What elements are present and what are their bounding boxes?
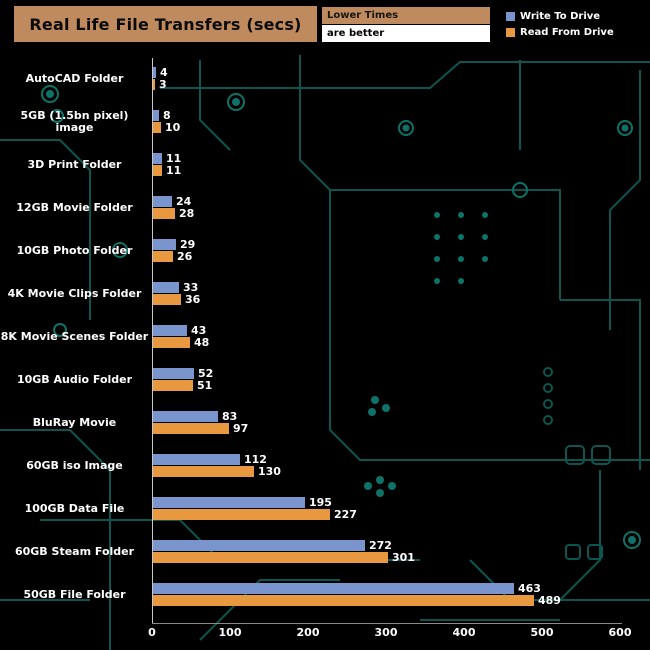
x-axis-tick-label: 0 [148, 626, 156, 639]
value-label: 48 [194, 336, 210, 349]
bar-write [153, 67, 156, 78]
bar-write [153, 368, 194, 379]
value-label: 3 [159, 78, 167, 91]
value-label: 112 [244, 453, 267, 466]
bar-write [153, 282, 179, 293]
bar-write [153, 583, 514, 594]
category-label: AutoCAD Folder [25, 72, 124, 86]
value-label: 24 [176, 195, 192, 208]
value-label: 26 [177, 250, 193, 263]
value-label: 83 [222, 410, 238, 423]
x-axis-tick-label: 600 [608, 626, 632, 639]
value-label: 11 [166, 164, 182, 177]
value-label: 52 [198, 367, 214, 380]
value-label: 51 [197, 379, 213, 392]
category-label: 100GB Data File [24, 502, 125, 516]
bar-write [153, 540, 365, 551]
value-label: 301 [392, 551, 415, 564]
bar-read [153, 466, 254, 477]
category-label: 60GB iso Image [26, 459, 123, 473]
chart-title: Real Life File Transfers (secs) [14, 6, 317, 42]
value-label: 10 [165, 121, 181, 134]
note-line2-text: are better [327, 28, 385, 39]
category-label: 10GB Audio Folder [16, 373, 133, 387]
value-label: 43 [191, 324, 207, 337]
bar-write [153, 153, 162, 164]
category-label: 4K Movie Clips Folder [7, 287, 142, 301]
bar-read [153, 294, 181, 305]
bar-write [153, 110, 159, 121]
read-series-label: Read From Drive [520, 26, 614, 38]
note-are-better: are better [322, 25, 490, 42]
x-axis-tick-label: 500 [530, 626, 554, 639]
series-legend: Write To Drive Read From Drive [506, 8, 614, 40]
write-series-swatch [506, 11, 515, 21]
bar-read [153, 165, 162, 176]
bar-write [153, 325, 187, 336]
category-label: 3D Print Folder [27, 158, 122, 172]
value-label: 11 [166, 152, 182, 165]
category-label: 12GB Movie Folder [16, 201, 133, 215]
category-label: 10GB Photo Folder [16, 244, 133, 258]
y-axis-line [152, 58, 153, 624]
value-label: 97 [233, 422, 249, 435]
bar-read [153, 380, 193, 391]
value-label: 28 [179, 207, 195, 220]
value-label: 272 [369, 539, 392, 552]
value-label: 33 [183, 281, 199, 294]
legend-row-read: Read From Drive [506, 24, 614, 40]
bar-read [153, 122, 161, 133]
bar-read [153, 423, 229, 434]
category-label: 60GB Steam Folder [14, 545, 135, 559]
category-label: 50GB File Folder [23, 588, 126, 602]
x-axis-line [152, 623, 622, 624]
bar-read [153, 552, 388, 563]
x-axis-tick-label: 100 [218, 626, 242, 639]
legend-row-write: Write To Drive [506, 8, 614, 24]
category-label: 8K Movie Scenes Folder [0, 330, 149, 344]
bar-read [153, 208, 175, 219]
value-label: 29 [180, 238, 196, 251]
write-series-label: Write To Drive [520, 10, 601, 22]
value-label: 4 [160, 66, 168, 79]
bar-read [153, 79, 155, 90]
value-label: 195 [309, 496, 332, 509]
bar-read [153, 509, 330, 520]
x-axis-tick-label: 300 [374, 626, 398, 639]
bar-write [153, 411, 218, 422]
value-label: 130 [258, 465, 281, 478]
value-label: 36 [185, 293, 201, 306]
value-label: 8 [163, 109, 171, 122]
note-lower-times: Lower Times [322, 7, 490, 24]
bar-read [153, 337, 190, 348]
bar-write [153, 239, 176, 250]
value-label: 489 [538, 594, 561, 607]
note-line1-text: Lower Times [327, 10, 399, 21]
bar-read [153, 251, 173, 262]
x-axis-tick-label: 200 [296, 626, 320, 639]
value-label: 463 [518, 582, 541, 595]
read-series-swatch [506, 27, 515, 37]
chart-title-text: Real Life File Transfers (secs) [29, 14, 302, 34]
x-axis-tick-label: 400 [452, 626, 476, 639]
category-label: 5GB (1.5bn pixel) image [20, 109, 129, 134]
category-label: BluRay Movie [32, 416, 117, 430]
bar-write [153, 454, 240, 465]
bar-read [153, 595, 534, 606]
bar-write [153, 196, 172, 207]
value-label: 227 [334, 508, 357, 521]
bar-write [153, 497, 305, 508]
